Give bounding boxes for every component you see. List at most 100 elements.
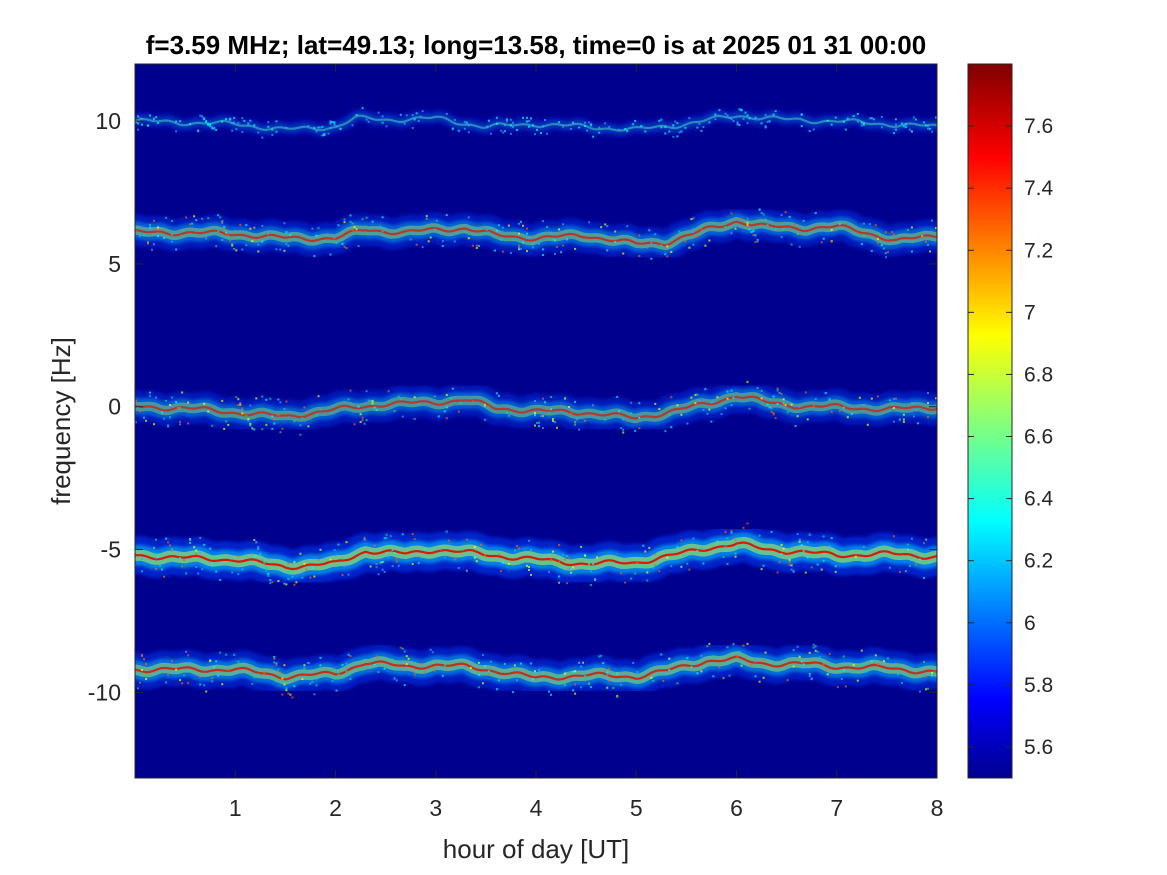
speckle (405, 663, 408, 666)
speckle (149, 394, 151, 397)
speckle (838, 670, 841, 673)
speckle (465, 122, 468, 125)
speckle (830, 410, 833, 413)
speckle (249, 424, 252, 427)
speckle (153, 219, 155, 222)
speckle (526, 116, 528, 119)
speckle (443, 410, 446, 413)
speckle (305, 568, 308, 571)
speckle (740, 217, 743, 220)
speckle (814, 645, 817, 648)
speckle (658, 408, 661, 410)
speckle (413, 418, 416, 420)
speckle (495, 116, 498, 119)
speckle (927, 687, 929, 690)
speckle (778, 392, 781, 394)
speckle (381, 121, 384, 124)
speckle (285, 126, 288, 129)
speckle (137, 128, 139, 131)
speckle (734, 227, 737, 230)
speckle (237, 398, 240, 401)
speckle (844, 685, 847, 688)
speckle (153, 423, 155, 426)
speckle (157, 121, 160, 124)
speckle (664, 253, 667, 256)
speckle (518, 246, 520, 249)
speckle (267, 232, 270, 235)
speckle (271, 415, 274, 418)
speckle (273, 656, 276, 658)
speckle (588, 563, 591, 566)
speckle (608, 668, 611, 671)
speckle (371, 220, 374, 223)
speckle (345, 541, 348, 544)
speckle (445, 393, 448, 396)
speckle (664, 430, 667, 433)
speckle (902, 420, 905, 423)
speckle (327, 132, 330, 135)
speckle (518, 547, 520, 550)
speckle (135, 399, 137, 402)
speckle (814, 212, 817, 214)
speckle (842, 655, 845, 658)
speckle (626, 225, 629, 228)
speckle (281, 693, 284, 696)
speckle (453, 118, 456, 121)
speckle (211, 424, 214, 427)
speckle (880, 244, 883, 247)
speckle (760, 389, 763, 392)
speckle (550, 558, 552, 561)
speckle (223, 427, 226, 430)
speckle (413, 538, 416, 540)
speckle (187, 682, 190, 685)
speckle (856, 679, 859, 682)
speckle (141, 557, 143, 560)
x-tick-label: 4 (530, 795, 543, 821)
speckle (874, 224, 877, 227)
speckle (888, 566, 891, 569)
speckle (592, 404, 595, 407)
speckle (207, 410, 210, 413)
speckle (179, 407, 182, 410)
speckle (892, 233, 895, 236)
speckle (776, 403, 779, 405)
speckle (568, 557, 571, 560)
speckle (842, 669, 845, 672)
speckle (542, 125, 544, 128)
speckle (574, 670, 577, 673)
speckle (487, 231, 490, 234)
y-tick-label: 5 (108, 251, 121, 277)
speckle (584, 674, 587, 677)
speckle (365, 118, 368, 121)
speckle (558, 575, 561, 578)
speckle (265, 398, 268, 401)
speckle (652, 566, 655, 569)
speckle (796, 233, 799, 235)
speckle (277, 668, 280, 671)
speckle (550, 693, 552, 696)
speckle (518, 244, 520, 247)
speckle (483, 405, 486, 408)
speckle (441, 245, 444, 248)
speckle (365, 419, 368, 422)
speckle (530, 573, 532, 576)
speckle (361, 107, 364, 110)
speckle (341, 238, 344, 241)
speckle (401, 647, 404, 650)
speckle (894, 123, 897, 126)
speckle (411, 563, 414, 566)
speckle (355, 228, 358, 231)
speckle (157, 229, 160, 231)
speckle (215, 570, 218, 573)
speckle (782, 547, 785, 550)
speckle (375, 655, 378, 658)
speckle (439, 548, 442, 551)
speckle (746, 122, 749, 125)
speckle (257, 131, 260, 134)
speckle (425, 215, 428, 218)
speckle (261, 428, 264, 431)
speckle (542, 248, 544, 251)
speckle (285, 583, 288, 586)
speckle (684, 126, 687, 129)
speckle (197, 572, 200, 575)
